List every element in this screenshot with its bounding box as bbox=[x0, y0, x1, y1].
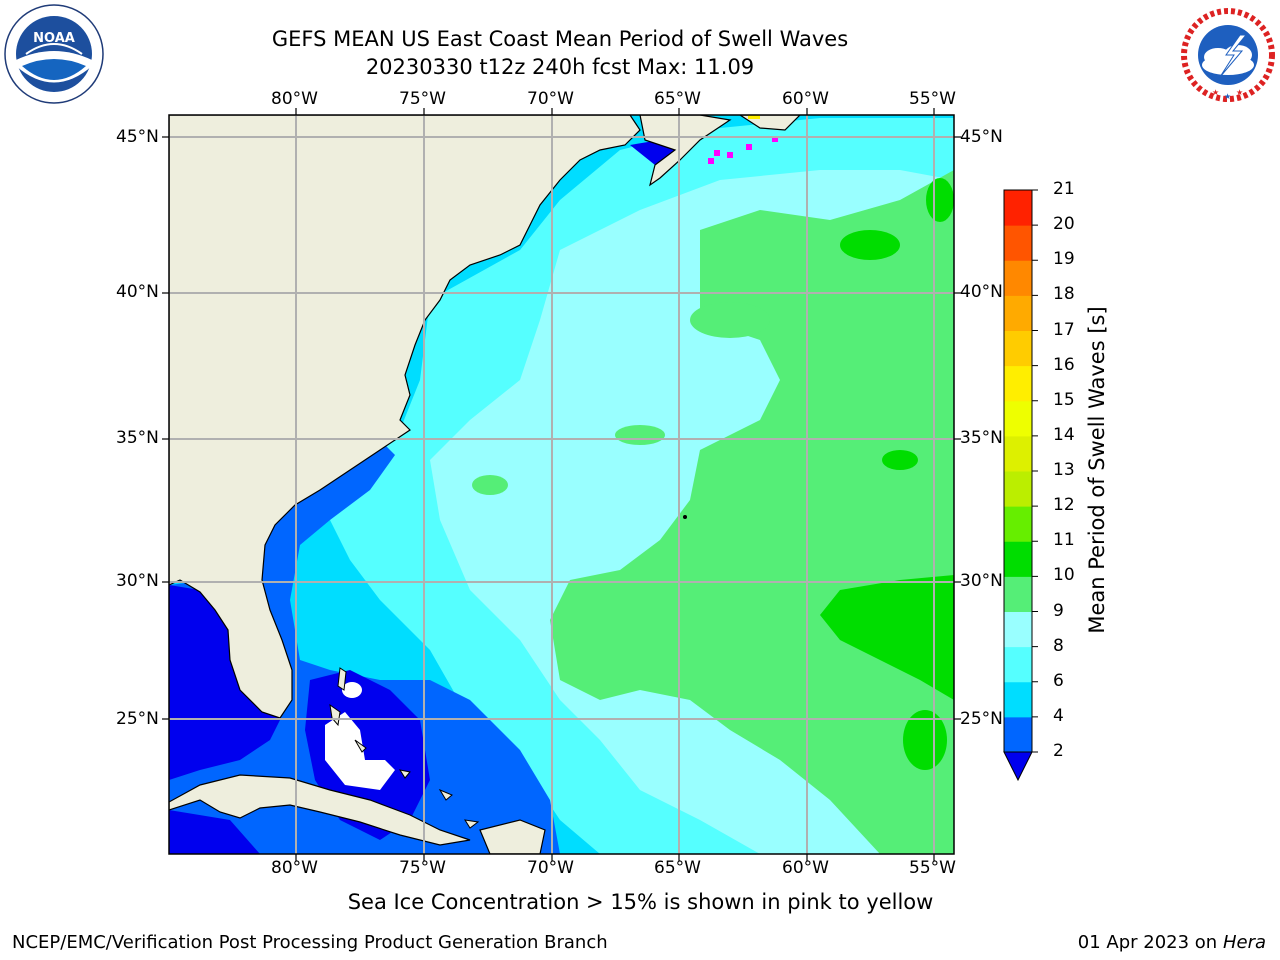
colorbar-segment bbox=[1004, 541, 1032, 577]
colorbar-tick-label: 18 bbox=[1053, 284, 1075, 305]
no-data-area bbox=[325, 712, 395, 790]
colorbar-tick-label: 17 bbox=[1053, 319, 1075, 340]
lat-label-left: 30°N bbox=[116, 571, 159, 591]
swell-under-2-zone bbox=[169, 585, 280, 780]
colorbar-segment bbox=[1004, 471, 1032, 507]
colorbar-tick-label: 16 bbox=[1053, 354, 1075, 375]
colorbar-tick-label: 12 bbox=[1053, 495, 1075, 516]
sea-ice-markers bbox=[708, 136, 778, 164]
lon-label-top: 55°W bbox=[909, 89, 956, 109]
svg-text:★: ★ bbox=[1212, 88, 1219, 97]
footer-date-text: 01 Apr 2023 on bbox=[1077, 932, 1223, 953]
colorbar-tick-label: 9 bbox=[1053, 600, 1064, 621]
lon-label-top: 75°W bbox=[399, 89, 446, 109]
colorbar-label: Mean Period of Swell Waves [s] bbox=[1085, 306, 1109, 634]
colorbar-segment bbox=[1004, 716, 1032, 753]
chart-title: GEFS MEAN US East Coast Mean Period of S… bbox=[271, 27, 849, 51]
lat-label-left: 45°N bbox=[116, 127, 159, 147]
colorbar-segment bbox=[1004, 260, 1032, 296]
swell-9-10-patch bbox=[472, 475, 508, 495]
lat-label-right: 40°N bbox=[960, 282, 1003, 302]
swell-10-11-patch bbox=[903, 710, 947, 770]
lat-label-right: 25°N bbox=[960, 709, 1003, 729]
colorbar-tick-label: 8 bbox=[1053, 635, 1064, 656]
colorbar-segment bbox=[1004, 330, 1032, 367]
land-hispaniola bbox=[479, 819, 546, 854]
lon-label-top: 70°W bbox=[527, 89, 574, 109]
nws-emblem-icon: ★ ★ ★ bbox=[1180, 7, 1276, 103]
footer-date: 01 Apr 2023 on Hera bbox=[1078, 932, 1266, 953]
colorbar-segment bbox=[1004, 681, 1032, 718]
colorbar-tick-label: 19 bbox=[1053, 249, 1075, 270]
colorbar-tick-label: 13 bbox=[1053, 460, 1075, 480]
lat-label-left: 40°N bbox=[116, 282, 159, 302]
colorbar-segment bbox=[1004, 611, 1032, 648]
noaa-logo: NOAA bbox=[4, 4, 104, 104]
sea-ice-marker-yellow bbox=[748, 115, 760, 119]
lat-label-left: 35°N bbox=[116, 428, 159, 448]
colorbar-tick-label: 2 bbox=[1053, 741, 1064, 761]
colorbar-segment bbox=[1004, 190, 1032, 226]
lon-label-top: 80°W bbox=[271, 89, 318, 109]
lon-label-top: 60°W bbox=[782, 89, 829, 109]
swell-9-10-patch bbox=[690, 302, 770, 338]
swell-2-4-zone bbox=[169, 440, 560, 854]
colorbar-under-arrow bbox=[1003, 751, 1033, 782]
lat-label-left: 25°N bbox=[116, 709, 159, 729]
swell-under-2-zone bbox=[169, 810, 260, 854]
colorbar bbox=[1003, 189, 1038, 782]
swell-10-11-patch bbox=[926, 178, 954, 222]
lat-label-right: 30°N bbox=[960, 571, 1003, 591]
noaa-emblem-icon: NOAA bbox=[4, 4, 104, 104]
land-nova-scotia bbox=[639, 115, 732, 187]
colorbar-segment bbox=[1004, 576, 1032, 612]
lon-label-bottom: 75°W bbox=[399, 858, 446, 878]
colorbar-segment bbox=[1004, 365, 1032, 402]
lon-label-bottom: 80°W bbox=[271, 858, 318, 878]
footer-credit: NCEP/EMC/Verification Post Processing Pr… bbox=[12, 932, 608, 953]
swell-10-11-patch bbox=[840, 230, 900, 260]
lon-label-bottom: 65°W bbox=[654, 858, 701, 878]
colorbar-tick-label: 10 bbox=[1053, 565, 1075, 586]
footer-host: Hera bbox=[1222, 932, 1266, 953]
lon-label-bottom: 60°W bbox=[782, 858, 829, 878]
colorbar-segment bbox=[1004, 435, 1032, 472]
swell-9-10-zone bbox=[550, 170, 954, 854]
colorbar-tick-label: 21 bbox=[1053, 179, 1075, 199]
nws-logo: ★ ★ ★ bbox=[1178, 5, 1278, 105]
graticule bbox=[169, 115, 954, 854]
lon-label-top: 65°W bbox=[654, 89, 701, 109]
lat-label-right: 35°N bbox=[960, 428, 1003, 448]
noaa-logo-text: NOAA bbox=[33, 31, 75, 46]
colorbar-tick-label: 20 bbox=[1053, 214, 1075, 235]
lat-label-right: 45°N bbox=[960, 127, 1003, 147]
land-bermuda bbox=[683, 515, 687, 519]
swell-10-11-patch bbox=[882, 450, 918, 470]
colorbar-tick-label: 6 bbox=[1053, 670, 1064, 691]
lon-label-bottom: 70°W bbox=[527, 858, 574, 878]
swell-10-11-zone bbox=[820, 575, 954, 700]
colorbar-segment bbox=[1004, 506, 1032, 542]
colorbar-segment bbox=[1004, 295, 1032, 331]
svg-text:★: ★ bbox=[1224, 92, 1231, 101]
lon-label-bottom: 55°W bbox=[909, 858, 956, 878]
colorbar-tick-label: 11 bbox=[1053, 530, 1075, 551]
colorbar-segment bbox=[1004, 646, 1032, 683]
tick-marks bbox=[162, 108, 961, 861]
colorbar-tick-label: 14 bbox=[1053, 424, 1075, 445]
no-data-area bbox=[342, 682, 362, 698]
colorbar-segment bbox=[1004, 400, 1032, 437]
colorbar-tick-label: 15 bbox=[1053, 389, 1075, 410]
chart-subtitle: 20230330 t12z 240h fcst Max: 11.09 bbox=[365, 55, 755, 79]
swell-9-10-patch bbox=[615, 425, 665, 445]
sea-ice-note: Sea Ice Concentration > 15% is shown in … bbox=[347, 890, 934, 914]
colorbar-segment bbox=[1004, 225, 1032, 261]
colorbar-tick-label: 4 bbox=[1053, 705, 1064, 726]
land-north-america bbox=[169, 115, 641, 719]
map-frame bbox=[168, 114, 955, 855]
svg-text:★: ★ bbox=[1236, 88, 1243, 97]
